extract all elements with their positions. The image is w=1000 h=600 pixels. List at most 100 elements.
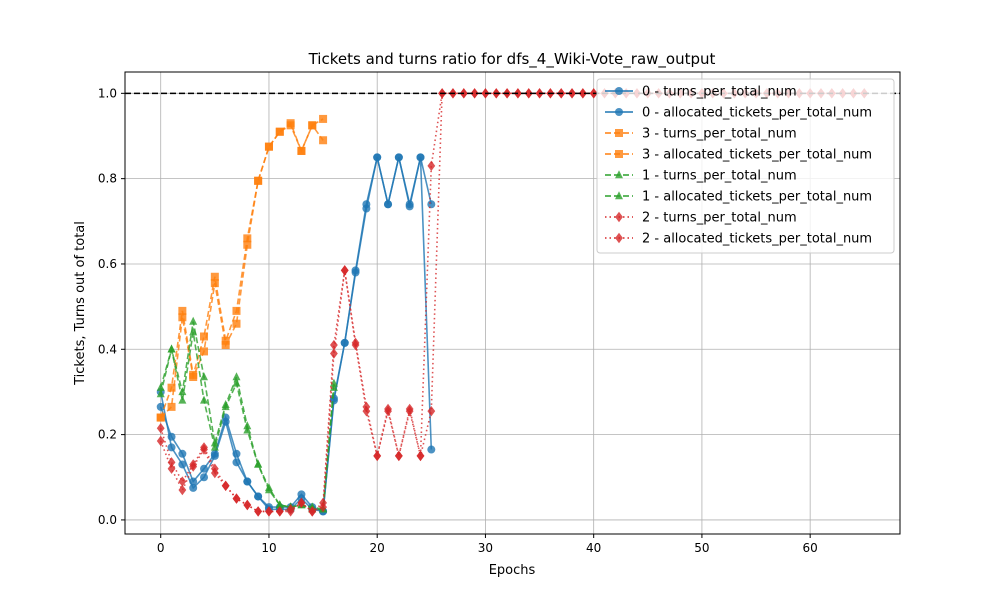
data-point bbox=[243, 477, 252, 486]
data-point bbox=[264, 142, 273, 151]
data-point bbox=[167, 463, 176, 474]
data-point bbox=[351, 268, 360, 277]
chart-title: Tickets and turns ratio for dfs_4_Wiki-V… bbox=[308, 50, 716, 69]
data-point bbox=[427, 445, 436, 454]
data-point bbox=[265, 506, 273, 517]
legend-label: 3 - allocated_tickets_per_total_num bbox=[642, 148, 872, 163]
data-point bbox=[275, 500, 284, 509]
data-point bbox=[405, 405, 414, 417]
data-point bbox=[254, 176, 263, 185]
data-point bbox=[210, 279, 219, 288]
legend-marker bbox=[615, 232, 623, 244]
y-tick-label: 0.4 bbox=[98, 342, 117, 356]
data-point bbox=[286, 121, 295, 130]
data-point bbox=[221, 336, 230, 345]
series-line bbox=[159, 118, 324, 418]
series-line bbox=[160, 123, 324, 419]
data-point bbox=[330, 348, 338, 359]
data-point bbox=[427, 160, 436, 172]
data-point bbox=[189, 373, 198, 382]
x-tick-label: 0 bbox=[157, 541, 165, 555]
data-point bbox=[329, 378, 338, 387]
data-point bbox=[394, 153, 403, 162]
data-point bbox=[200, 395, 209, 404]
data-point bbox=[373, 153, 382, 162]
data-point bbox=[329, 394, 338, 403]
data-point bbox=[578, 88, 587, 99]
series-1 bbox=[156, 153, 436, 516]
data-point bbox=[286, 504, 295, 515]
x-axis-label: Epochs bbox=[489, 563, 536, 578]
data-point bbox=[221, 480, 230, 491]
data-point bbox=[210, 442, 219, 451]
data-point bbox=[275, 127, 284, 136]
data-point bbox=[308, 121, 317, 130]
data-point bbox=[210, 272, 219, 281]
data-point bbox=[275, 506, 284, 517]
data-point bbox=[362, 204, 371, 213]
data-point bbox=[200, 473, 209, 482]
x-tick-label: 60 bbox=[803, 541, 818, 555]
data-point bbox=[189, 316, 198, 325]
data-point bbox=[221, 341, 230, 350]
series-3 bbox=[156, 121, 328, 422]
y-tick-label: 0.6 bbox=[98, 257, 117, 271]
data-point bbox=[156, 435, 165, 447]
tick-layer: 0 10 20 30 40 50 60 0.0 0.2 0.4 0.6 0.8 1.0 bbox=[98, 86, 818, 555]
data-point bbox=[243, 421, 252, 430]
data-point bbox=[200, 464, 209, 473]
data-point bbox=[232, 378, 241, 387]
x-tick-label: 20 bbox=[370, 541, 385, 555]
data-point bbox=[189, 327, 198, 336]
data-point bbox=[210, 467, 219, 479]
y-tick-label: 0.0 bbox=[98, 513, 117, 527]
data-point bbox=[200, 332, 209, 341]
legend-marker bbox=[615, 87, 623, 95]
data-point bbox=[405, 202, 414, 211]
x-tick-label: 30 bbox=[478, 541, 493, 555]
data-point bbox=[254, 459, 263, 468]
data-point bbox=[167, 344, 176, 353]
data-point bbox=[297, 497, 306, 509]
y-tick-label: 1.0 bbox=[98, 86, 117, 100]
data-point bbox=[384, 405, 392, 417]
data-point bbox=[264, 485, 273, 494]
data-point bbox=[167, 443, 176, 452]
data-point bbox=[156, 413, 165, 422]
data-point bbox=[297, 146, 306, 155]
data-point bbox=[178, 460, 187, 469]
data-point bbox=[178, 484, 187, 496]
y-tick-label: 0.8 bbox=[98, 172, 117, 186]
data-point bbox=[351, 339, 360, 351]
data-point bbox=[200, 347, 209, 356]
legend: 0 - turns_per_total_num 0 - allocated_tic… bbox=[596, 78, 895, 254]
legend-marker bbox=[615, 191, 623, 200]
data-point bbox=[232, 458, 241, 467]
data-point bbox=[189, 461, 198, 472]
data-point bbox=[178, 395, 187, 404]
data-point bbox=[221, 417, 230, 426]
legend-marker bbox=[615, 108, 623, 116]
data-point bbox=[319, 501, 327, 513]
y-axis-label: Tickets, Turns out of total bbox=[73, 221, 88, 386]
data-point bbox=[394, 450, 403, 462]
legend-label: 2 - allocated_tickets_per_total_num bbox=[642, 232, 872, 247]
data-point bbox=[319, 136, 328, 145]
data-point bbox=[243, 240, 252, 249]
y-tick-label: 0.2 bbox=[98, 428, 117, 442]
data-point bbox=[200, 444, 208, 455]
data-point bbox=[416, 153, 425, 162]
data-point bbox=[384, 200, 393, 209]
data-point bbox=[232, 372, 241, 381]
legend-label: 1 - allocated_tickets_per_total_num bbox=[642, 190, 872, 205]
data-point bbox=[232, 493, 241, 504]
data-point bbox=[416, 450, 425, 462]
data-point bbox=[243, 234, 252, 243]
data-point bbox=[178, 306, 187, 315]
data-point bbox=[189, 483, 198, 492]
legend-label: 2 - turns_per_total_num bbox=[642, 211, 797, 226]
data-point bbox=[232, 306, 241, 315]
data-point bbox=[200, 372, 209, 381]
data-point bbox=[330, 339, 338, 351]
legend-marker bbox=[615, 170, 623, 179]
